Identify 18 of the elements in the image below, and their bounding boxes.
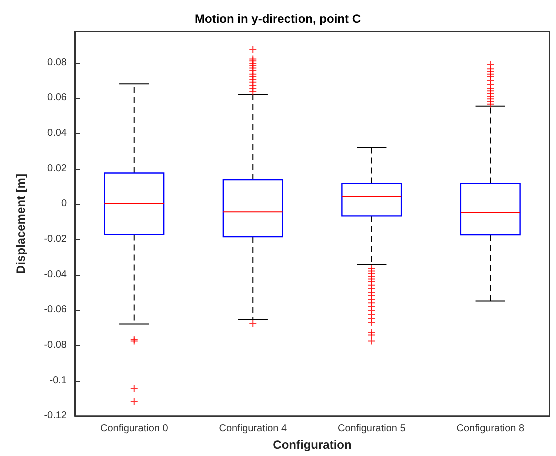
y-axis-title: Displacement [m]: [14, 174, 28, 274]
y-tick-label: -0.1: [50, 375, 68, 386]
y-tick-label: -0.02: [44, 234, 68, 245]
x-tick-label: Configuration 0: [100, 424, 169, 435]
chart-title: Motion in y-direction, point C: [195, 12, 362, 26]
y-tick-label: 0.08: [48, 57, 68, 68]
y-tick-label: -0.08: [44, 340, 68, 351]
x-tick-label: Configuration 4: [219, 424, 288, 435]
x-tick-label: Configuration 5: [338, 424, 406, 435]
y-tick-label: -0.04: [44, 269, 68, 280]
y-tick-label: 0.02: [48, 163, 68, 174]
y-tick-label: 0.04: [48, 128, 68, 140]
y-tick-label: 0: [61, 198, 68, 210]
x-tick-label: Configuration 8: [456, 424, 525, 435]
x-axis-title: Configuration: [273, 438, 352, 452]
y-tick-label: 0.06: [48, 92, 68, 104]
y-tick-label: -0.06: [44, 304, 68, 316]
y-tick-label: -0.12: [44, 410, 68, 422]
